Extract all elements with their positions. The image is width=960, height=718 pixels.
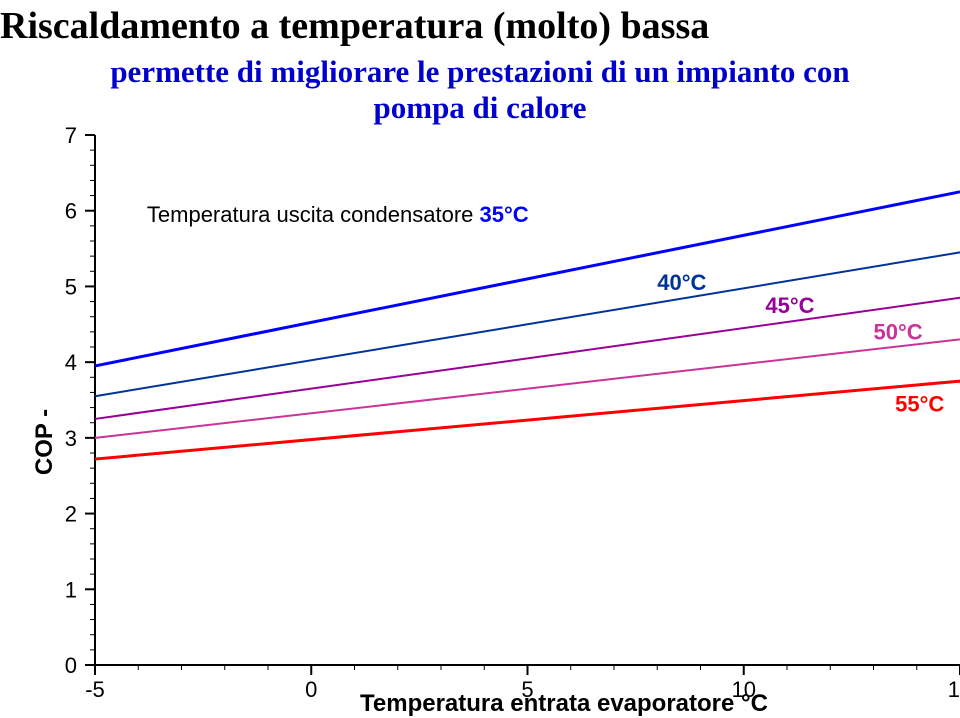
svg-text:55°C: 55°C [895, 391, 944, 416]
svg-text:0: 0 [65, 653, 77, 678]
svg-text:10: 10 [732, 677, 756, 702]
svg-text:1: 1 [65, 577, 77, 602]
svg-text:0: 0 [305, 677, 317, 702]
svg-text:5: 5 [65, 274, 77, 299]
svg-text:6: 6 [65, 199, 77, 224]
svg-text:45°C: 45°C [765, 293, 814, 318]
svg-text:2: 2 [65, 502, 77, 527]
page-subtitle: permette di migliorare le prestazioni di… [80, 54, 880, 126]
cop-line-chart: 01234567-505101540°C45°C50°C55°CTemperat… [95, 135, 960, 665]
svg-text:5: 5 [521, 677, 533, 702]
svg-text:50°C: 50°C [874, 319, 923, 344]
svg-text:40°C: 40°C [657, 270, 706, 295]
svg-text:3: 3 [65, 426, 77, 451]
chart-svg: 01234567-505101540°C45°C50°C55°CTemperat… [95, 135, 960, 665]
subtitle-line1: permette di migliorare le prestazioni di… [110, 54, 849, 89]
svg-text:Temperatura uscita condensator: Temperatura uscita condensatore 35°C [147, 202, 529, 227]
y-axis-label: COP - [31, 409, 59, 475]
page-title: Riscaldamento a temperatura (molto) bass… [0, 4, 709, 48]
subtitle-line2: pompa di calore [374, 90, 587, 125]
svg-text:15: 15 [948, 677, 960, 702]
svg-text:7: 7 [65, 123, 77, 148]
svg-text:-5: -5 [85, 677, 105, 702]
svg-text:4: 4 [65, 350, 77, 375]
